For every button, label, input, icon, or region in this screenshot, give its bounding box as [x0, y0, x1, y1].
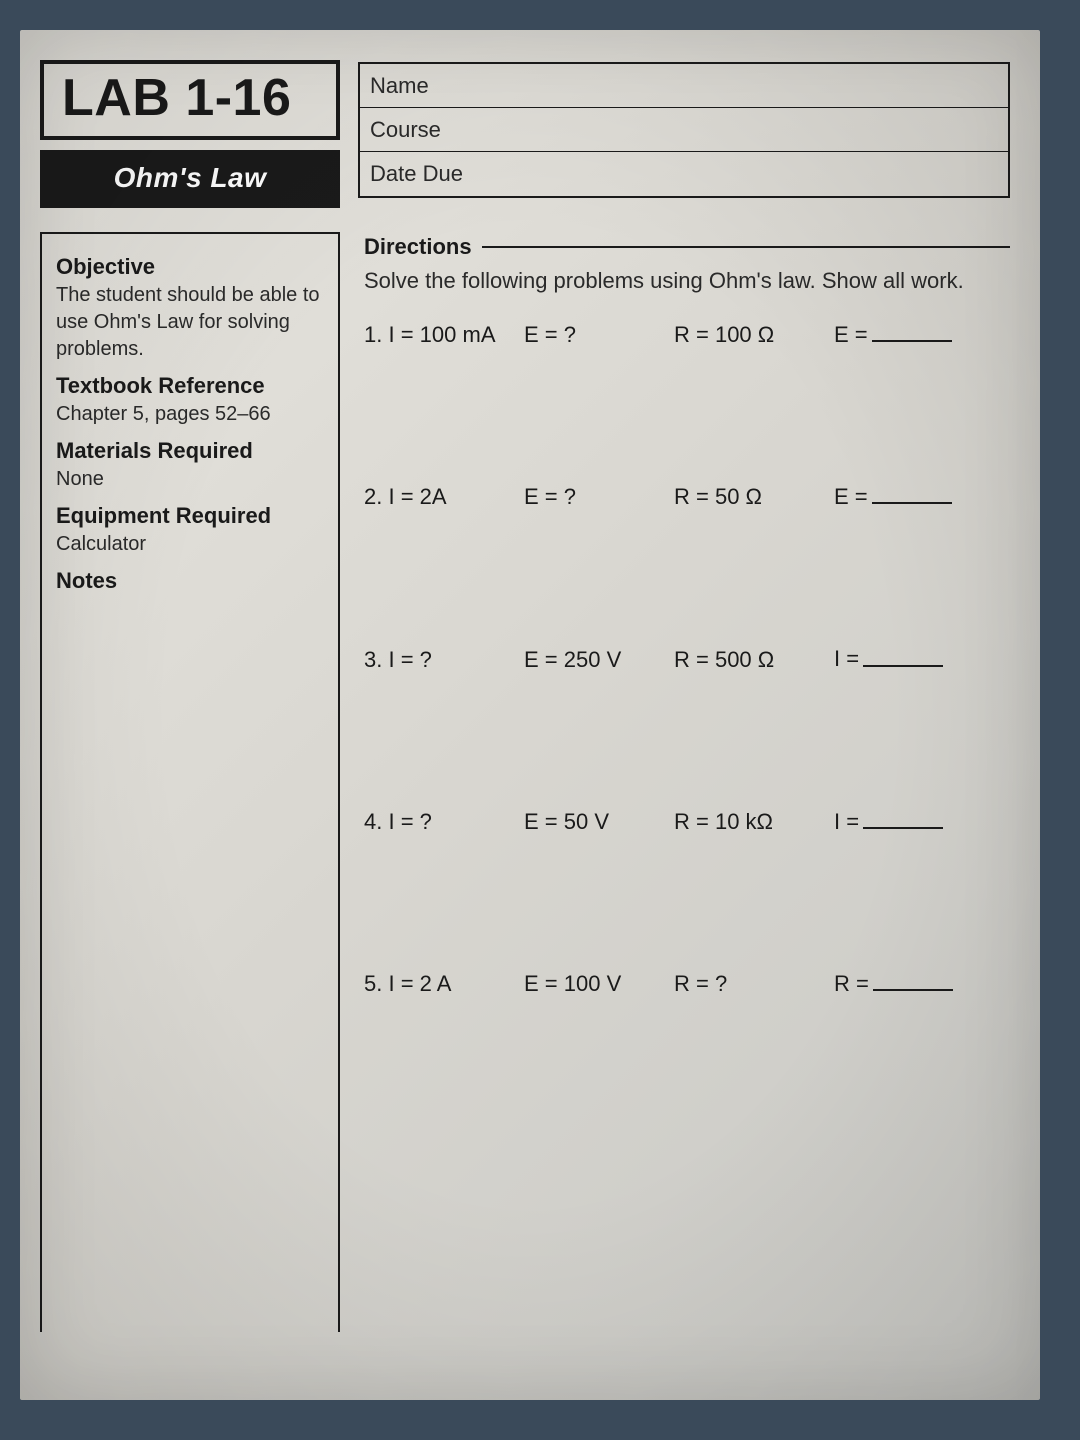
student-info-box: Name Course Date Due [358, 62, 1010, 198]
problem-answer[interactable]: I = [834, 803, 1004, 835]
equipment-body: Calculator [56, 531, 324, 558]
main-content: Directions Solve the following problems … [364, 232, 1010, 1332]
course-row[interactable]: Course [360, 108, 1008, 152]
equipment-title: Equipment Required [56, 503, 324, 529]
problem-answer[interactable]: R = [834, 965, 1004, 997]
problem-row: 2. I = 2A E = ? R = 50 Ω E = [364, 478, 1010, 510]
lab-number-box: LAB 1-16 [40, 60, 340, 140]
directions-header: Directions [364, 234, 1010, 260]
problem-resistance: R = 100 Ω [674, 322, 834, 348]
problem-current: 5. I = 2 A [364, 971, 524, 997]
problem-voltage: E = ? [524, 322, 674, 348]
directions-text: Solve the following problems using Ohm's… [364, 268, 1010, 294]
textbook-body: Chapter 5, pages 52–66 [56, 401, 324, 428]
problem-current: 3. I = ? [364, 647, 524, 673]
body-columns: Objective The student should be able to … [40, 232, 1010, 1332]
date-due-label: Date Due [370, 161, 463, 187]
name-row[interactable]: Name [360, 64, 1008, 108]
problem-row: 5. I = 2 A E = 100 V R = ? R = [364, 965, 1010, 997]
problem-current: 4. I = ? [364, 809, 524, 835]
header-left-stack: LAB 1-16 Ohm's Law [40, 60, 340, 208]
lab-title: LAB 1-16 [62, 68, 318, 128]
lab-subtitle: Ohm's Law [40, 150, 340, 208]
problem-current: 2. I = 2A [364, 484, 524, 510]
problem-current: 1. I = 100 mA [364, 322, 524, 348]
problem-answer[interactable]: E = [834, 316, 1004, 348]
problem-answer[interactable]: I = [834, 640, 1004, 672]
course-label: Course [370, 117, 441, 143]
problem-row: 1. I = 100 mA E = ? R = 100 Ω E = [364, 316, 1010, 348]
sidebar: Objective The student should be able to … [40, 232, 340, 1332]
directions-label: Directions [364, 234, 472, 260]
date-due-row[interactable]: Date Due [360, 152, 1008, 196]
problem-voltage: E = 50 V [524, 809, 674, 835]
worksheet-page: LAB 1-16 Ohm's Law Name Course Date Due … [20, 30, 1040, 1400]
materials-title: Materials Required [56, 438, 324, 464]
header-row: LAB 1-16 Ohm's Law Name Course Date Due [40, 60, 1010, 208]
problem-row: 4. I = ? E = 50 V R = 10 kΩ I = [364, 803, 1010, 835]
directions-rule [482, 246, 1010, 248]
problem-resistance: R = ? [674, 971, 834, 997]
problem-resistance: R = 10 kΩ [674, 809, 834, 835]
problem-voltage: E = 250 V [524, 647, 674, 673]
problem-voltage: E = ? [524, 484, 674, 510]
problem-voltage: E = 100 V [524, 971, 674, 997]
objective-body: The student should be able to use Ohm's … [56, 282, 324, 363]
textbook-title: Textbook Reference [56, 373, 324, 399]
name-label: Name [370, 73, 429, 99]
problem-resistance: R = 500 Ω [674, 647, 834, 673]
problem-resistance: R = 50 Ω [674, 484, 834, 510]
notes-title: Notes [56, 568, 324, 594]
materials-body: None [56, 466, 324, 493]
objective-title: Objective [56, 254, 324, 280]
problem-answer[interactable]: E = [834, 478, 1004, 510]
problem-row: 3. I = ? E = 250 V R = 500 Ω I = [364, 640, 1010, 672]
